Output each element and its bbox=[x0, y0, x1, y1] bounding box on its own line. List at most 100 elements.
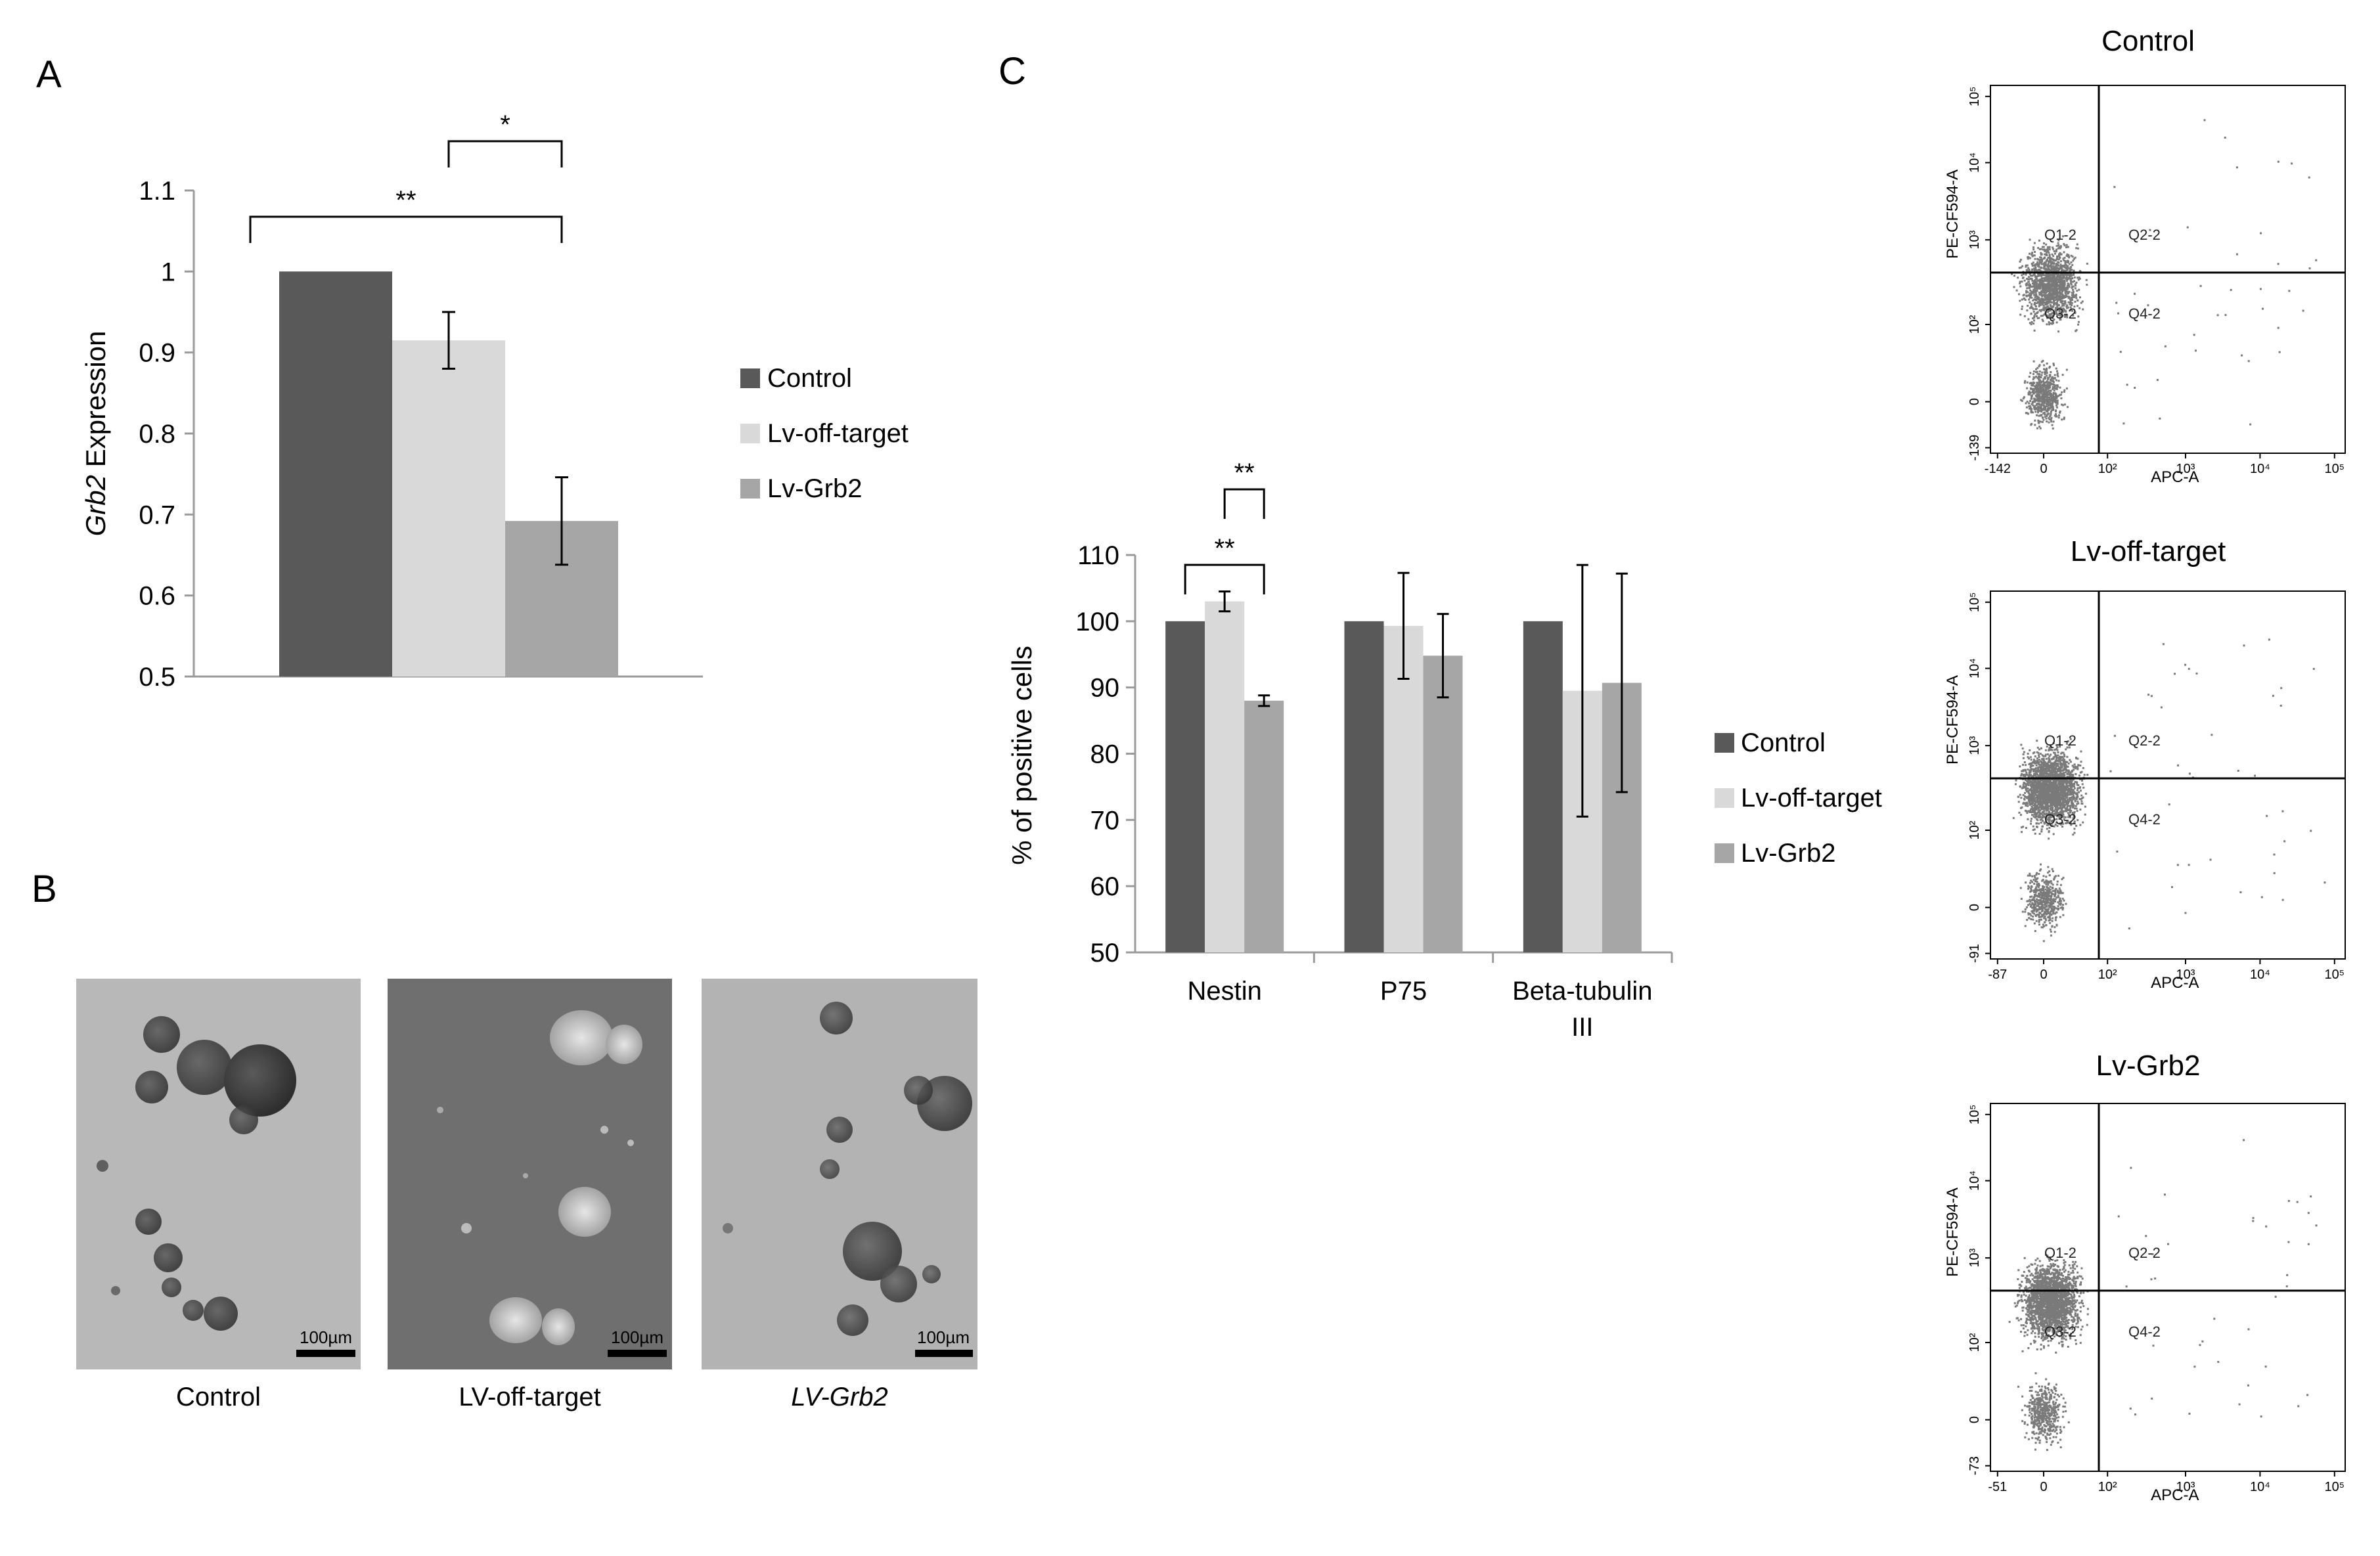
facs-x-tick-label: -142 bbox=[1985, 462, 2011, 476]
facs-y-tick-label: -73 bbox=[1967, 1456, 1982, 1475]
chart-c-significance-label: ** bbox=[1234, 458, 1255, 487]
micrograph-lv-off-target: 100µm bbox=[388, 979, 672, 1369]
chart-a-significance-label: * bbox=[500, 110, 510, 139]
micrograph-caption-lv-off-target: LV-off-target bbox=[459, 1383, 601, 1412]
facs-quadrant-label: Q4-2 bbox=[2128, 1323, 2161, 1340]
chart-a-legend-swatch bbox=[740, 368, 760, 388]
panel-letter-c: C bbox=[999, 50, 1026, 93]
chart-c-category-label: III bbox=[1571, 1013, 1593, 1042]
facs-x-tick-label: 10⁵ bbox=[2325, 462, 2345, 476]
chart-c-category-label: Nestin bbox=[1187, 977, 1261, 1006]
chart-c: 110 100 90 80 70 60 50 % of positive cells Nesti… bbox=[1006, 458, 1882, 1042]
chart-a-significance-label: ** bbox=[395, 186, 416, 215]
chart-c-y-tick-label: 80 bbox=[1090, 740, 1120, 769]
chart-a-y-tick-label: 0.9 bbox=[139, 339, 175, 368]
chart-c-y-tick-label: 60 bbox=[1090, 872, 1120, 901]
chart-c-bar-1-2 bbox=[1423, 656, 1463, 952]
facs-plot-control: Q1-2 Q2-2 Q3-2 Q4-2 10⁵ 10⁴ 10³ 10² 0 -139-142 0 10… bbox=[1944, 85, 2346, 486]
chart-c-category-label: P75 bbox=[1380, 977, 1427, 1006]
facs-y-tick-label: 10⁴ bbox=[1967, 1170, 1982, 1191]
facs-y-tick-label: 0 bbox=[1967, 904, 1982, 911]
chart-a-bar-1 bbox=[392, 340, 505, 677]
facs-y-tick-label: 10³ bbox=[1967, 1248, 1982, 1267]
facs-x-tick-label: 10³ bbox=[2176, 462, 2195, 476]
facs-x-tick-label: 0 bbox=[2040, 462, 2047, 476]
chart-a-y-tick-label: 0.5 bbox=[139, 663, 175, 692]
facs-x-axis-label: APC-A bbox=[2151, 974, 2199, 992]
facs-quadrant-label: Q2-2 bbox=[2128, 732, 2161, 749]
chart-c-bar-1-1 bbox=[1383, 625, 1424, 952]
facs-quadrant-label: Q4-2 bbox=[2128, 811, 2161, 828]
facs-x-tick-label: 10² bbox=[2098, 1480, 2117, 1494]
chart-c-category-label: Beta-tubulin bbox=[1512, 977, 1652, 1006]
facs-x-tick-label: -87 bbox=[1988, 967, 2007, 982]
facs-x-axis-label: APC-A bbox=[2151, 468, 2199, 486]
facs-title-lv-grb2: Lv-Grb2 bbox=[2096, 1050, 2201, 1082]
chart-a-legend-label: Control bbox=[767, 364, 852, 393]
facs-quadrant-label: Q1-2 bbox=[2044, 732, 2077, 749]
micrograph-lv-grb2: 100µm bbox=[702, 979, 977, 1369]
chart-a-significance-bracket bbox=[447, 140, 563, 167]
chart-c-legend-swatch bbox=[1715, 733, 1734, 753]
facs-plot-lv-grb2: Q1-2 Q2-2 Q3-2 Q4-2 10⁵ 10⁴ 10³ 10² 0 -73 -51 0 10² 1… bbox=[1944, 1103, 2346, 1504]
chart-c-bar-1-0 bbox=[1344, 621, 1384, 952]
facs-x-tick-label: 10³ bbox=[2176, 967, 2195, 982]
facs-x-tick-label: 0 bbox=[2040, 1480, 2047, 1494]
facs-quadrant-label: Q1-2 bbox=[2044, 1245, 2077, 1261]
facs-quadrant-label: Q3-2 bbox=[2044, 811, 2077, 828]
chart-a-legend-swatch bbox=[740, 479, 760, 499]
micrograph-caption-lv-grb2: LV-Grb2 bbox=[791, 1383, 888, 1412]
facs-x-tick-label: 10⁴ bbox=[2250, 462, 2270, 476]
facs-y-tick-label: 10³ bbox=[1967, 736, 1982, 755]
facs-y-tick-label: 10⁵ bbox=[1967, 87, 1982, 107]
chart-a-bar-0 bbox=[279, 271, 392, 677]
chart-c-bar-0-1 bbox=[1205, 601, 1245, 952]
facs-title-lv-off-target: Lv-off-target bbox=[2070, 535, 2226, 567]
facs-y-axis-label: PE-CF594-A bbox=[1944, 169, 1962, 259]
facs-x-tick-label: 10² bbox=[2098, 967, 2117, 982]
facs-event-dots bbox=[2008, 1139, 2318, 1452]
facs-x-tick-label: 10⁴ bbox=[2250, 967, 2270, 982]
chart-c-significance-bracket bbox=[1184, 564, 1265, 594]
micrograph-caption-control: Control bbox=[176, 1383, 261, 1412]
facs-y-tick-label: 10² bbox=[1967, 820, 1982, 839]
scale-bar-label-control: 100µm bbox=[300, 1327, 352, 1347]
facs-plot-lv-off-target: Q1-2 Q2-2 Q3-2 Q4-2 10⁵ 10⁴ 10³ 10² 0 -91 -87 0 10² 1… bbox=[1944, 590, 2346, 992]
facs-x-tick-label: 10² bbox=[2098, 462, 2117, 476]
chart-c-legend-label: Lv-Grb2 bbox=[1741, 839, 1836, 868]
facs-y-tick-label: 0 bbox=[1967, 398, 1982, 405]
chart-a-legend-swatch bbox=[740, 424, 760, 443]
panel-letter-b: B bbox=[32, 868, 57, 910]
facs-y-tick-label: -139 bbox=[1967, 435, 1982, 461]
chart-a-y-label: Grb2 Expression bbox=[80, 331, 111, 537]
chart-a-legend-label: Lv-off-target bbox=[767, 419, 909, 448]
chart-c-legend-label: Lv-off-target bbox=[1741, 784, 1882, 812]
micrograph-control: 100µm bbox=[76, 979, 361, 1369]
facs-x-tick-label: 0 bbox=[2040, 967, 2047, 982]
scale-bar-label-lv-grb2: 100µm bbox=[917, 1327, 970, 1347]
facs-y-tick-label: 10⁵ bbox=[1967, 592, 1982, 613]
chart-c-y-tick-label: 90 bbox=[1090, 674, 1120, 703]
facs-quadrant-label: Q2-2 bbox=[2128, 227, 2161, 243]
chart-c-y-tick-label: 70 bbox=[1090, 806, 1120, 835]
facs-x-tick-label: 10³ bbox=[2176, 1480, 2195, 1494]
chart-c-bar-0-0 bbox=[1165, 621, 1205, 952]
facs-quadrant-label: Q3-2 bbox=[2044, 1323, 2077, 1340]
chart-c-significance-bracket bbox=[1223, 488, 1265, 519]
facs-x-tick-label: -51 bbox=[1988, 1480, 2007, 1494]
chart-a-y-tick-label: 1 bbox=[161, 257, 175, 286]
facs-y-tick-label: 10⁵ bbox=[1967, 1105, 1982, 1125]
facs-x-tick-label: 10⁵ bbox=[2325, 1480, 2345, 1494]
facs-x-tick-label: 10⁴ bbox=[2250, 1480, 2270, 1494]
chart-c-legend-swatch bbox=[1715, 843, 1734, 863]
facs-quadrant-label: Q2-2 bbox=[2128, 1245, 2161, 1261]
facs-event-dots bbox=[2010, 119, 2318, 430]
chart-c-significance-label: ** bbox=[1215, 534, 1235, 563]
facs-y-tick-label: 10² bbox=[1967, 1333, 1982, 1352]
chart-c-legend-swatch bbox=[1715, 788, 1734, 808]
facs-x-tick-label: 10⁵ bbox=[2325, 967, 2345, 982]
chart-c-y-tick-label: 50 bbox=[1090, 939, 1120, 967]
chart-c-y-tick-label: 100 bbox=[1075, 608, 1119, 636]
facs-y-tick-label: -91 bbox=[1967, 944, 1982, 963]
chart-a-y-tick-label: 0.8 bbox=[139, 420, 175, 449]
